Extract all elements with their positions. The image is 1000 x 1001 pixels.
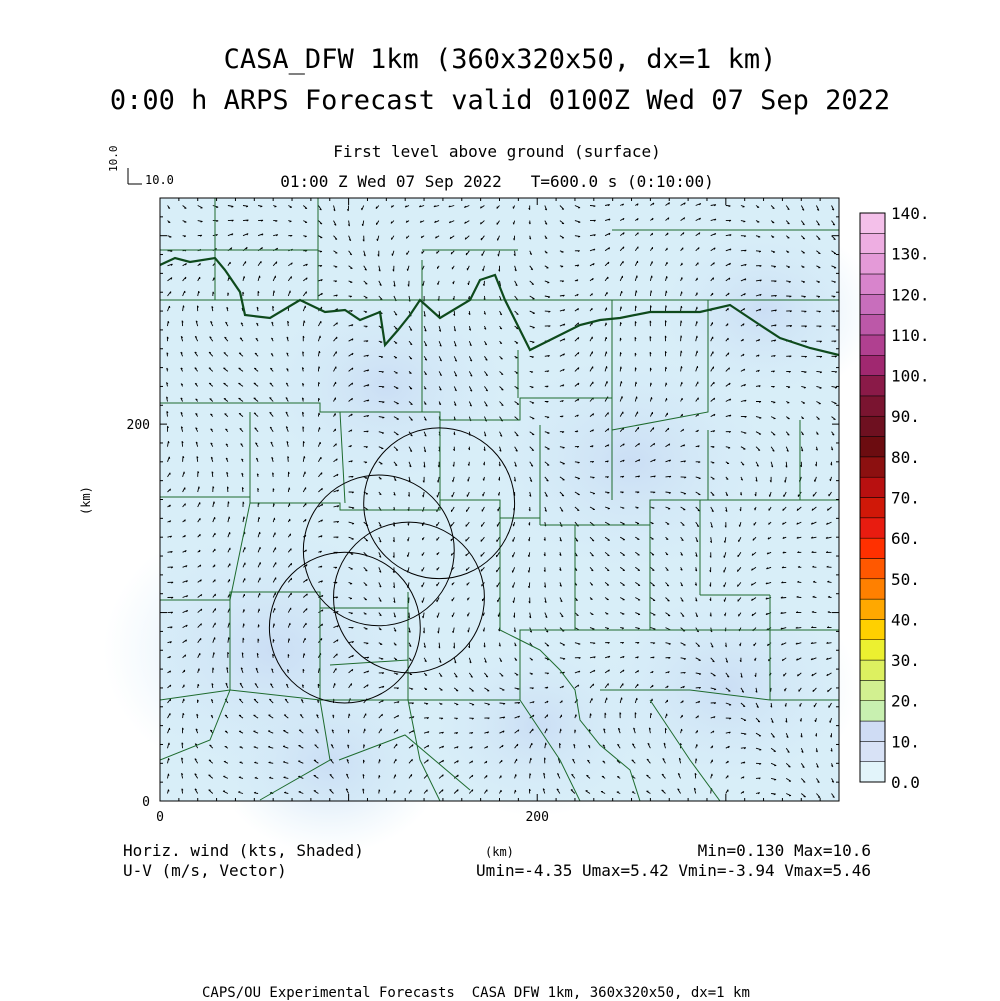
footer-field-vector: U-V (m/s, Vector) — [123, 861, 287, 880]
radar-ring-0 — [363, 427, 516, 580]
colorbar-cell — [859, 639, 886, 661]
colorbar-label: 50. — [891, 570, 920, 589]
colorbar-cell — [859, 497, 886, 519]
x-axis-label: (km) — [485, 845, 514, 859]
colorbar-label: 140. — [891, 204, 930, 223]
colorbar-label: 10. — [891, 732, 920, 751]
colorbar-label: 110. — [891, 326, 930, 345]
colorbar-cell — [859, 537, 886, 559]
radar-ring-2 — [333, 521, 485, 674]
x-tick-label: 0 — [156, 810, 164, 825]
county-line-7 — [229, 518, 501, 700]
colorbar-cell — [859, 720, 886, 742]
colorbar-cell — [859, 598, 886, 620]
colorbar-cell — [859, 355, 886, 376]
plot-area — [103, 198, 877, 854]
river-line — [160, 256, 839, 357]
colorbar-cell — [859, 294, 886, 315]
y-axis-label: (km) — [79, 486, 93, 515]
colorbar: 0.0 10. 20. 30. 40. 50. 60. 70. 80. 90. 100. 110. 12… — [859, 204, 930, 792]
x-tick-label: 200 — [525, 810, 548, 825]
reference-vector — [127, 168, 142, 185]
footer-field-shaded: Horiz. wind (kts, Shaded) — [123, 841, 364, 860]
y-tick-label: 200 — [127, 418, 150, 433]
colorbar-label: 90. — [891, 407, 920, 426]
county-boundaries — [160, 198, 839, 801]
title-line-1: CASA_DFW 1km (360x320x50, dx=1 km) — [223, 44, 777, 75]
colorbar-label: 0.0 — [891, 773, 920, 792]
colorbar-label: 20. — [891, 692, 920, 711]
y-tick-label: 0 — [142, 795, 150, 810]
colorbar-label: 120. — [891, 285, 930, 304]
county-line-6 — [574, 500, 771, 700]
colorbar-cell — [859, 700, 886, 722]
county-line-15 — [689, 594, 839, 701]
colorbar-cell — [859, 741, 886, 762]
colorbar-cell — [859, 233, 886, 254]
footer-min-max: Min=0.130 Max=10.6 — [697, 841, 871, 860]
colorbar-label: 100. — [891, 367, 930, 386]
colorbar-cell — [859, 395, 886, 417]
county-line-5 — [539, 420, 801, 525]
colorbar-cell — [859, 375, 886, 397]
colorbar-label: 70. — [891, 489, 920, 508]
county-line-10 — [160, 689, 331, 801]
wind-vectors — [166, 202, 838, 799]
county-line-3 — [229, 350, 519, 601]
colorbar-cell — [859, 619, 886, 641]
shading-region-2 — [480, 341, 783, 583]
colorbar-cell — [859, 680, 886, 701]
colorbar-cell — [859, 456, 886, 478]
colorbar-cell — [859, 578, 886, 600]
county-line-11 — [407, 699, 721, 801]
colorbar-cell — [859, 476, 886, 498]
colorbar-cell — [859, 517, 886, 539]
colorbar-cell — [859, 334, 886, 356]
vector-arrows — [166, 202, 838, 799]
time-label: 01:00 Z Wed 07 Sep 2022 T=600.0 s (0:10:… — [280, 172, 714, 191]
radar-ring-1 — [302, 474, 455, 627]
river-line-lower — [499, 629, 641, 801]
colorbar-label: 130. — [891, 245, 930, 264]
colorbar-cell — [859, 558, 886, 580]
colorbar-label: 80. — [891, 448, 920, 467]
county-line-12 — [540, 499, 839, 526]
colorbar-label: 60. — [891, 529, 920, 548]
reference-vector-label-horizontal: 10.0 — [145, 173, 174, 187]
radar-ring-3 — [268, 551, 421, 704]
colorbar-frame — [859, 212, 886, 783]
colorbar-cell — [859, 212, 886, 234]
reference-vector-arrow — [127, 168, 142, 185]
colorbar-cell — [859, 415, 886, 437]
colorbar-cell — [859, 253, 886, 275]
colorbar-label: 30. — [891, 651, 920, 670]
colorbar-cell — [859, 436, 886, 458]
footer-uv-range: Umin=-4.35 Umax=5.42 Vmin=-3.94 Vmax=5.4… — [476, 861, 871, 880]
radar-range-rings — [268, 427, 516, 704]
title-line-2: 0:00 h ARPS Forecast valid 0100Z Wed 07 … — [109, 85, 891, 116]
colorbar-cell — [859, 659, 886, 681]
county-line-14 — [160, 229, 839, 251]
colorbar-cell — [859, 314, 886, 336]
level-label: First level above ground (surface) — [333, 142, 661, 161]
county-line-4 — [214, 198, 709, 412]
footer-credit: CAPS/OU Experimental Forecasts CASA DFW … — [202, 985, 750, 1001]
county-line-16 — [338, 689, 690, 791]
colorbar-cell — [859, 273, 886, 295]
colorbar-cell — [859, 761, 886, 783]
plot-axes: 0 200 0 200 — [127, 197, 840, 825]
shading-region-1 — [254, 280, 519, 492]
county-line-0 — [160, 397, 709, 431]
colorbar-label: 40. — [891, 610, 920, 629]
